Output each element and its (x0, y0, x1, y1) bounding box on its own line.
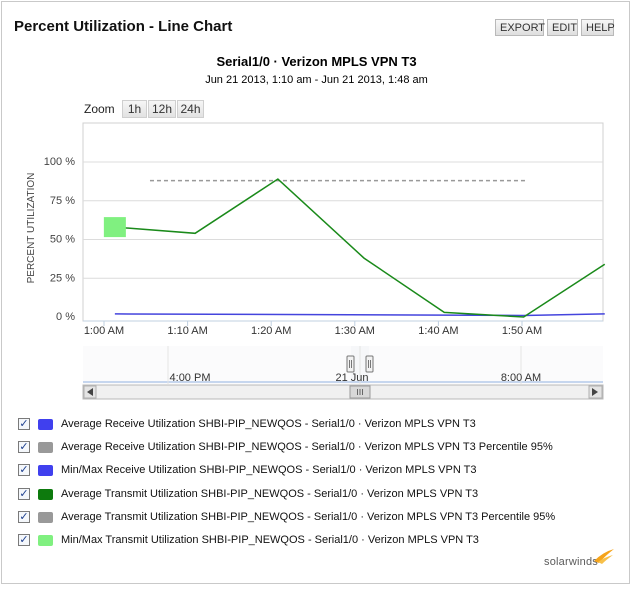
legend-color-swatch (38, 535, 53, 546)
legend-color-swatch (38, 488, 53, 500)
legend-item[interactable]: ✓ Average Receive Utilization SHBI-PIP_NE… (18, 416, 618, 434)
export-button[interactable]: EXPORT (495, 19, 545, 36)
navigator-handle-left[interactable] (346, 355, 355, 373)
scrollbar-track[interactable] (82, 384, 604, 400)
series-avg-transmit (114, 178, 606, 318)
y-axis-ticks: 0 % 25 % 50 % 75 % 100 % (44, 156, 75, 323)
line-chart: PERCENT UTILIZATION 0 % 25 % 50 % 75 % 100 %… (26, 122, 606, 400)
navigator-label: 8:00 AM (501, 372, 541, 384)
chart-grid (82, 122, 604, 322)
legend-checkbox[interactable]: ✓ (18, 534, 30, 546)
x-tick-label: 1:00 AM (84, 325, 124, 337)
legend-label: Average Receive Utilization SHBI-PIP_NEW… (61, 418, 476, 430)
arrow-right-icon (592, 388, 598, 396)
legend-checkbox[interactable]: ✓ (18, 441, 30, 454)
y-tick-label: 0 % (56, 311, 75, 323)
chart-subtitle: Jun 21 2013, 1:10 am - Jun 21 2013, 1:48… (205, 74, 428, 86)
navigator-label: 21 Jun (335, 372, 368, 384)
legend-label: Min/Max Receive Utilization SHBI-PIP_NEW… (61, 464, 477, 477)
y-axis-label: PERCENT UTILIZATION (26, 173, 37, 284)
legend-item[interactable]: ✓ Average Transmit Utilization SHBI-PIP_N… (18, 509, 618, 527)
x-tick-label: 1:50 AM (502, 325, 542, 337)
legend-checkbox[interactable]: ✓ (18, 487, 30, 500)
legend-color-swatch (38, 419, 53, 430)
edit-button[interactable]: EDIT (547, 19, 578, 36)
zoom-1h-button[interactable]: 1h (122, 100, 147, 118)
legend-item[interactable]: ✓ Average Receive Utilization SHBI-PIP_NE… (18, 439, 618, 457)
legend-item[interactable]: ✓ Average Transmit Utilization SHBI-PIP_N… (18, 486, 618, 504)
legend-label: Average Transmit Utilization SHBI-PIP_NE… (61, 510, 556, 523)
series-avg-receive (114, 313, 605, 317)
legend-checkbox[interactable]: ✓ (18, 510, 30, 523)
legend-color-swatch (38, 511, 53, 523)
plot-area (82, 122, 604, 322)
y-tick-label: 25 % (50, 272, 75, 284)
legend-label: Average Transmit Utilization SHBI-PIP_NE… (61, 487, 479, 500)
legend-label: Average Receive Utilization SHBI-PIP_NEW… (61, 441, 553, 454)
legend-checkbox[interactable]: ✓ (18, 464, 30, 477)
x-tick-label: 1:30 AM (335, 325, 375, 337)
navigator-handle-right[interactable] (365, 355, 374, 373)
panel-title: Percent Utilization - Line Chart (14, 18, 233, 35)
x-axis-ticks: 1:00 AM 1:10 AM 1:20 AM 1:30 AM 1:40 AM 1:50 … (84, 321, 542, 337)
navigator-mask-left (83, 346, 351, 384)
solarwinds-logo: solarwinds (544, 556, 598, 568)
chart-title: Serial1/0 · Verizon MPLS VPN T3 (216, 54, 417, 69)
zoom-24h-button[interactable]: 24h (177, 100, 204, 118)
solarwinds-flame-icon (594, 549, 614, 564)
zoom-12h-button[interactable]: 12h (148, 100, 176, 118)
y-tick-label: 100 % (44, 156, 75, 168)
x-tick-label: 1:10 AM (167, 325, 207, 337)
y-tick-label: 50 % (50, 234, 75, 246)
legend-color-swatch (38, 465, 53, 477)
series-minmax-transmit-marker (103, 217, 126, 238)
x-tick-label: 1:40 AM (418, 325, 458, 337)
navigator-label: 4:00 PM (170, 372, 211, 384)
chart-series (103, 178, 606, 318)
legend-item[interactable]: ✓ Min/Max Receive Utilization SHBI-PIP_NE… (18, 462, 618, 480)
navigator-scrollbar[interactable] (82, 384, 604, 400)
legend-item[interactable]: ✓ Min/Max Transmit Utilization SHBI-PIP_N… (18, 532, 618, 550)
navigator[interactable]: 4:00 PM 21 Jun 8:00 AM (83, 346, 603, 384)
legend-checkbox[interactable]: ✓ (18, 418, 30, 430)
arrow-left-icon (87, 388, 93, 396)
zoom-label: Zoom (84, 102, 115, 116)
legend-color-swatch (38, 442, 53, 454)
navigator-mask-right (369, 346, 603, 384)
y-tick-label: 75 % (50, 195, 75, 207)
legend-label: Min/Max Transmit Utilization SHBI-PIP_NE… (61, 534, 479, 546)
help-button[interactable]: HELP (581, 19, 615, 36)
x-tick-label: 1:20 AM (251, 325, 291, 337)
